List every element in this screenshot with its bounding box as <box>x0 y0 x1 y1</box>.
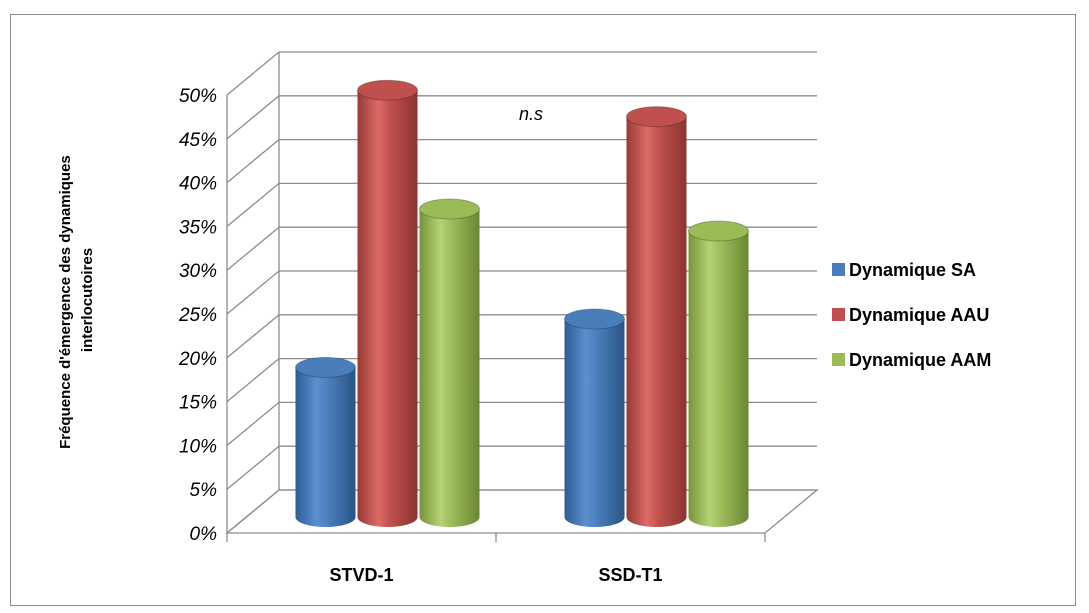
category-labels: STVD-1 SSD-T1 <box>329 565 662 585</box>
bar-top <box>419 198 480 220</box>
gridline-side <box>226 226 280 271</box>
y-axis-title: Fréquence d'émergence des dynamiques int… <box>57 151 96 449</box>
legend-label: Dynamique AAM <box>849 350 991 370</box>
floor <box>225 489 819 534</box>
y-tick-label: 45% <box>179 130 217 151</box>
gridline-side <box>226 445 280 490</box>
bar <box>564 308 625 527</box>
y-tick-label: 20% <box>178 349 217 370</box>
gridline-side <box>226 314 280 359</box>
legend-item: Dynamique SA <box>832 260 976 280</box>
bar <box>626 106 687 527</box>
y-tick-label: 15% <box>179 393 217 414</box>
y-tick-label: 10% <box>179 436 217 457</box>
legend-item: Dynamique AAM <box>832 350 991 370</box>
bar-body <box>357 90 418 527</box>
bar-body <box>295 367 356 527</box>
y-axis-title-line-2: interlocutoires <box>79 248 96 352</box>
gridline-side <box>226 51 280 96</box>
gridline-side <box>226 401 280 446</box>
bar-top <box>295 356 356 378</box>
legend-swatch <box>832 308 845 321</box>
bar-body <box>688 231 749 527</box>
legend-item: Dynamique AAU <box>832 305 989 325</box>
bars <box>295 79 749 527</box>
y-tick-labels: 0% 5% 10% 15% 20% 25% 30% 35% 40% 45% 50% <box>178 86 217 545</box>
gridline-side <box>226 182 280 227</box>
category-label: STVD-1 <box>329 565 393 585</box>
chart-frame <box>10 14 1076 606</box>
category-label: SSD-T1 <box>598 565 662 585</box>
y-tick-label: 5% <box>190 480 218 501</box>
bar <box>688 220 749 527</box>
bar-top <box>626 106 687 128</box>
bar-top <box>564 308 625 330</box>
y-tick-label: 50% <box>179 86 217 107</box>
bar-top <box>688 220 749 242</box>
legend-label: Dynamique AAU <box>849 305 989 325</box>
bar <box>419 198 480 527</box>
gridline-side <box>226 139 280 184</box>
bar-body <box>419 209 480 527</box>
legend: Dynamique SA Dynamique AAU Dynamique AAM <box>832 260 991 370</box>
y-tick-label: 25% <box>178 305 217 326</box>
bar-top <box>357 79 418 101</box>
axes <box>225 52 819 542</box>
y-tick-label: 0% <box>190 524 218 545</box>
significance-annotation: n.s <box>519 104 543 124</box>
bar <box>357 79 418 527</box>
y-tick-label: 40% <box>179 174 217 195</box>
bar-body <box>626 116 687 527</box>
gridline-side <box>226 270 280 315</box>
y-tick-label: 30% <box>179 261 217 282</box>
y-tick-label: 35% <box>179 217 217 238</box>
legend-swatch <box>832 263 845 276</box>
bar <box>295 356 356 527</box>
legend-swatch <box>832 353 845 366</box>
y-axis-title-line-1: Fréquence d'émergence des dynamiques <box>57 155 74 449</box>
legend-label: Dynamique SA <box>849 260 976 280</box>
gridline-side <box>226 95 280 140</box>
bar-body <box>564 319 625 527</box>
gridline-side <box>226 358 280 403</box>
